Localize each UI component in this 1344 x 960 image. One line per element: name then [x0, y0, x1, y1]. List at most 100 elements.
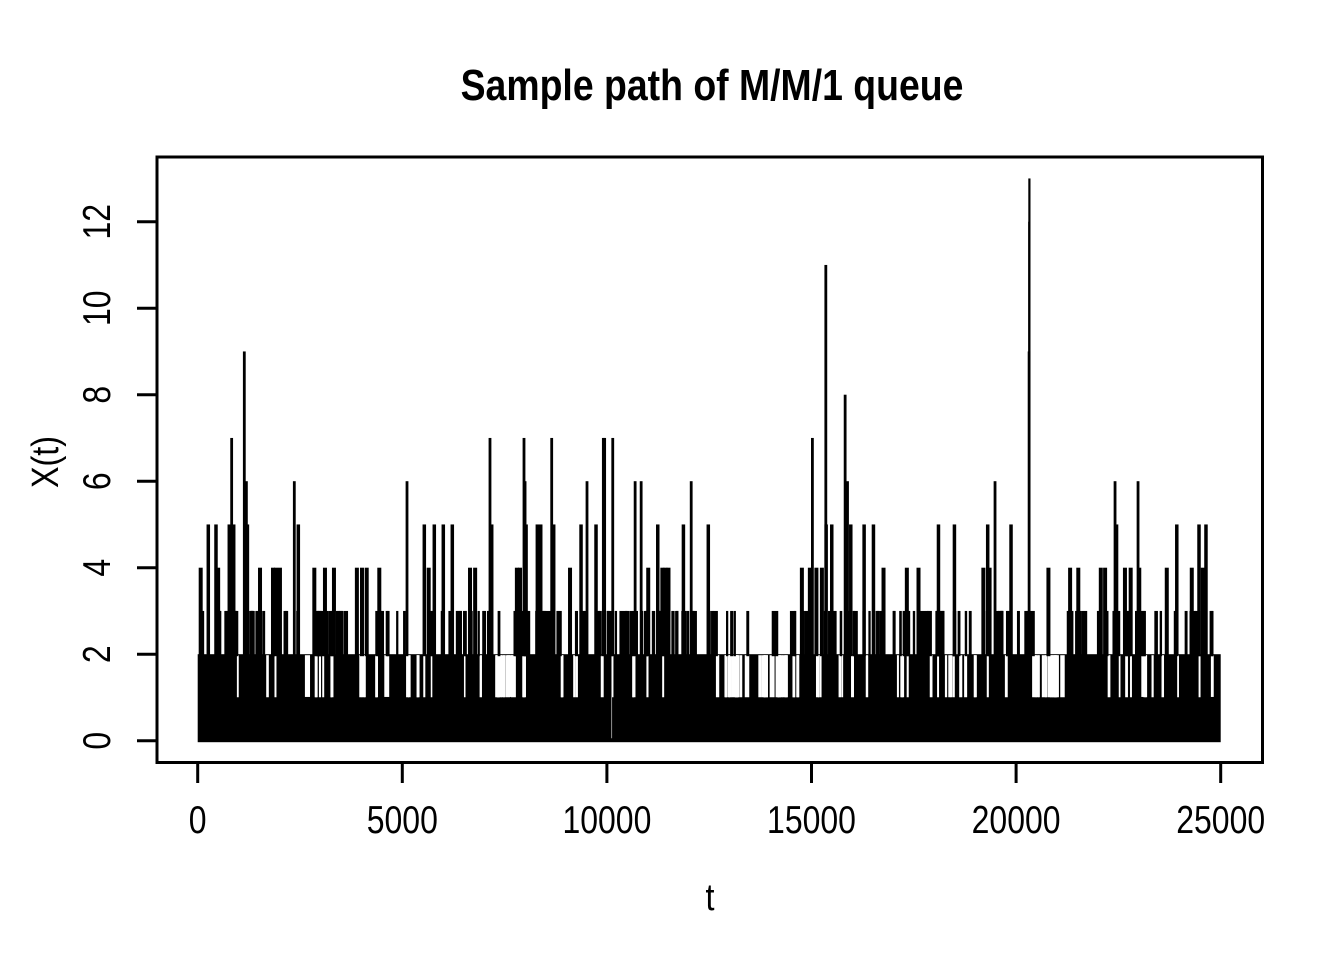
x-tick-label: 15000: [767, 798, 856, 842]
level3-line: [455, 610, 462, 657]
level3-line: [876, 610, 880, 657]
data-spike: [359, 567, 364, 657]
level3-line: [926, 610, 930, 657]
step-slit: [407, 655, 411, 698]
data-spike: [849, 524, 853, 657]
level3-line: [477, 610, 480, 657]
data-spike: [518, 567, 523, 657]
level3-line: [692, 610, 697, 657]
step-slit: [744, 655, 750, 698]
step-slit: [819, 655, 822, 698]
level3-line: [828, 610, 831, 657]
y-axis-label: X(t): [25, 436, 67, 488]
level3-line: [1024, 610, 1031, 657]
level3-line: [918, 610, 927, 657]
data-spike: [1046, 567, 1051, 657]
base-band: [197, 654, 1221, 743]
step-slit: [1038, 655, 1040, 698]
band-gap: [384, 655, 390, 697]
level3-line: [726, 610, 729, 657]
data-spike: [681, 524, 686, 657]
level3-line: [614, 610, 618, 657]
x-tick-label: 10000: [562, 798, 651, 842]
data-spike: [489, 524, 494, 657]
step-slit: [423, 655, 426, 698]
data-spike: [916, 567, 921, 657]
level3-line: [249, 610, 252, 657]
step-slit: [838, 655, 842, 698]
data-spike: [231, 524, 236, 657]
y-tick-label: 4: [75, 559, 119, 577]
level3-line: [793, 610, 797, 657]
data-spike: [814, 567, 819, 657]
y-tick-label: 8: [75, 386, 119, 404]
level3-line: [868, 610, 871, 657]
data-spike: [666, 567, 671, 657]
level3-line: [542, 610, 551, 657]
band-gap: [1210, 655, 1214, 697]
data-spike: [1164, 567, 1169, 657]
data-spike: [524, 524, 528, 657]
step-slit: [1060, 655, 1065, 698]
step-slit: [815, 655, 820, 698]
step-slit: [1034, 655, 1037, 698]
step-slit: [782, 655, 786, 698]
level3-line: [998, 610, 1002, 657]
data-spike: [568, 567, 573, 657]
data-spike: [206, 524, 211, 657]
step-slit: [359, 655, 363, 698]
level3-line: [235, 610, 239, 657]
step-slit: [950, 655, 953, 698]
level3-line: [852, 610, 855, 657]
step-slit: [1177, 655, 1179, 698]
y-tick-label: 10: [75, 290, 119, 326]
level3-line: [995, 610, 999, 657]
data-spike: [862, 524, 866, 657]
level3-line: [711, 610, 714, 657]
step-slit: [575, 655, 578, 698]
data-spike: [871, 524, 876, 657]
level3-line: [375, 610, 379, 657]
data-spike: [473, 567, 478, 657]
step-slit: [734, 655, 738, 698]
level3-line: [325, 610, 329, 657]
level3-line: [839, 610, 843, 657]
level3-line: [632, 610, 635, 657]
step-slit: [851, 655, 854, 698]
data-spike: [1103, 567, 1108, 657]
data-spike: [846, 481, 849, 657]
step-slit: [1049, 655, 1054, 698]
step-slit: [777, 655, 783, 698]
step-slit: [662, 655, 665, 698]
step-slit: [761, 655, 765, 698]
level3-line: [1105, 610, 1109, 657]
level3-line: [804, 610, 809, 657]
data-spike: [538, 524, 543, 657]
data-spike: [312, 567, 317, 657]
level3-line: [250, 610, 254, 657]
data-spike: [981, 567, 986, 657]
data-spike: [807, 567, 812, 657]
data-spike: [1122, 567, 1127, 657]
level3-line: [380, 610, 385, 657]
level3-line: [626, 610, 630, 657]
step-slit: [1125, 655, 1128, 698]
data-spike: [441, 524, 446, 657]
level3-line: [1005, 610, 1009, 657]
level3-line: [1083, 610, 1088, 657]
y-axis-ticks: 0 2 4 6 8 10 12: [75, 204, 157, 750]
level3-line: [957, 610, 961, 657]
step-slit: [784, 655, 788, 698]
step-slit: [1054, 655, 1058, 698]
data-spike: [535, 524, 540, 657]
level3-line: [542, 610, 547, 657]
step-slit: [725, 655, 728, 698]
level3-line: [582, 610, 585, 657]
data-spike: [422, 524, 427, 657]
level3-line: [746, 610, 750, 657]
step-slit: [322, 655, 325, 698]
step-slit: [646, 655, 649, 698]
level3-line: [789, 610, 796, 657]
